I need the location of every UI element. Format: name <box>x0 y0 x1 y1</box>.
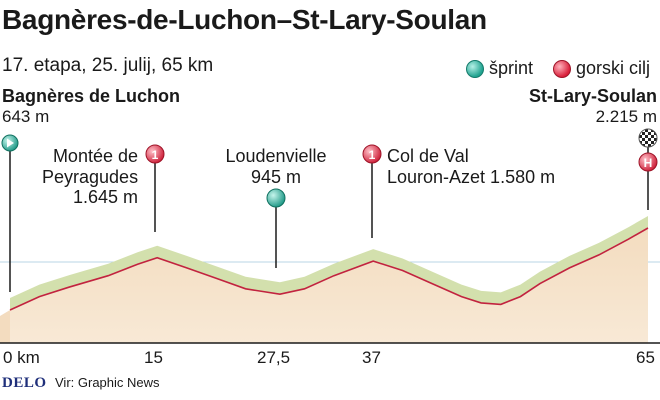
val-louron-label: Col de Val Louron-Azet 1.580 m <box>387 146 555 187</box>
finish-category-label: H <box>644 156 653 170</box>
start-marker-icon <box>1 134 19 152</box>
sprint-point-icon <box>266 188 286 208</box>
peyragudes-name-line1: Montée de <box>52 146 138 166</box>
publisher-logo: DELO <box>2 375 47 391</box>
source-credit: Vir: Graphic News <box>55 375 160 390</box>
terrain-edge-fill <box>0 310 10 343</box>
x-tick-label: 27,5 <box>257 348 291 367</box>
finish-place-name: St-Lary-Soulan <box>528 86 657 106</box>
climb-category-label: 1 <box>152 148 159 162</box>
val-louron-name-line1: Col de Val <box>387 146 469 166</box>
finish-flag-icon <box>638 128 658 148</box>
stage-subtitle: 17. etapa, 25. julij, 65 km <box>2 55 214 76</box>
climb-category-label: 1 <box>369 148 376 162</box>
loudenvielle-name: Loudenvielle <box>225 146 327 166</box>
peyragudes-altitude: 1.645 m <box>72 187 138 208</box>
loudenvielle-altitude: 945 m <box>250 166 302 187</box>
climb-legend-icon <box>553 59 571 78</box>
peyragudes-label: Montée de Peyragudes 1.645 m <box>42 146 138 208</box>
climb-point-icon: 1 <box>362 144 382 164</box>
legend-item-sprint: šprint <box>466 58 533 79</box>
page-title: Bagnères-de-Luchon–St-Lary-Soulan <box>2 4 487 35</box>
x-tick-label: 37 <box>362 348 381 367</box>
legend-item-climb: gorski cilj <box>553 58 650 79</box>
legend-label: gorski cilj <box>576 58 651 78</box>
x-tick-label: 0 km <box>3 348 40 367</box>
val-louron-name-line2: Louron-Azet 1.580 m <box>387 166 556 187</box>
finish-climb-icon: H <box>638 152 658 172</box>
legend-label: šprint <box>489 58 534 78</box>
x-tick-label: 65 <box>636 348 655 367</box>
terrain-fill <box>10 228 648 343</box>
start-altitude: 643 m <box>2 107 50 126</box>
peyragudes-name-line2: Peyragudes <box>42 166 139 187</box>
climb-point-icon: 1 <box>145 144 165 164</box>
loudenvielle-label: Loudenvielle 945 m <box>212 146 340 187</box>
x-tick-label: 15 <box>144 348 163 367</box>
sprint-legend-icon <box>466 59 484 78</box>
route-line <box>9 227 649 311</box>
ridge-top-face <box>10 216 648 310</box>
finish-altitude: 2.215 m <box>595 107 657 126</box>
start-place-name: Bagnères de Luchon <box>2 86 181 106</box>
